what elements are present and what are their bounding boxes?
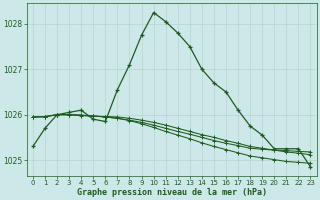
X-axis label: Graphe pression niveau de la mer (hPa): Graphe pression niveau de la mer (hPa): [77, 188, 267, 197]
